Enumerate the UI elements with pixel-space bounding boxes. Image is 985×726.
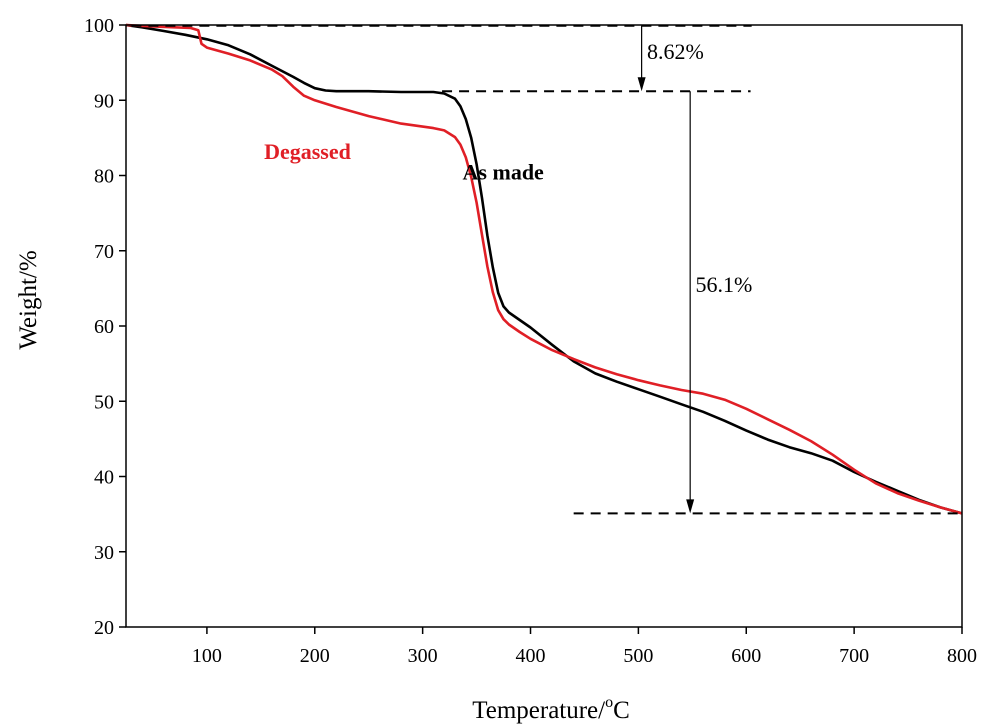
reference-layer bbox=[131, 24, 962, 515]
series-label: As made bbox=[463, 159, 545, 184]
x-tick-label: 600 bbox=[731, 645, 761, 667]
x-tick-label: 400 bbox=[516, 645, 546, 667]
series-label: Degassed bbox=[264, 139, 351, 164]
y-tick-label: 70 bbox=[94, 241, 114, 263]
x-tick-label: 700 bbox=[839, 645, 869, 667]
series-layer bbox=[125, 23, 963, 515]
x-axis: 100 200 300 400 500 600 700 800 bbox=[192, 627, 977, 667]
y-tick-label: 50 bbox=[94, 391, 114, 413]
series-line-degassed bbox=[125, 23, 963, 515]
plot-frame bbox=[125, 24, 963, 628]
annotation-label: 8.62% bbox=[647, 39, 704, 64]
y-axis-title: Weight/% bbox=[15, 250, 42, 349]
y-tick-label: 80 bbox=[94, 166, 114, 188]
y-tick-label: 60 bbox=[94, 316, 114, 338]
arrow-head-2 bbox=[686, 499, 695, 514]
arrow-head-1 bbox=[637, 77, 646, 92]
y-tick-label: 20 bbox=[94, 617, 114, 639]
y-tick-label: 100 bbox=[84, 15, 114, 37]
y-axis: 20 30 40 50 60 70 80 90 100 bbox=[84, 15, 126, 639]
y-tick-label: 90 bbox=[94, 90, 114, 112]
x-tick-label: 800 bbox=[947, 645, 977, 667]
x-tick-label: 100 bbox=[192, 645, 222, 667]
y-tick-label: 30 bbox=[94, 542, 114, 564]
x-tick-label: 200 bbox=[300, 645, 330, 667]
x-tick-label: 300 bbox=[408, 645, 438, 667]
y-tick-label: 40 bbox=[94, 467, 114, 489]
annotation-layer: 8.62% 56.1% Degassed As made bbox=[264, 39, 752, 297]
x-tick-label: 500 bbox=[623, 645, 653, 667]
annotation-label: 56.1% bbox=[696, 272, 753, 297]
x-axis-title: Temperature/oC bbox=[472, 694, 630, 724]
series-line-as-made bbox=[125, 23, 963, 515]
